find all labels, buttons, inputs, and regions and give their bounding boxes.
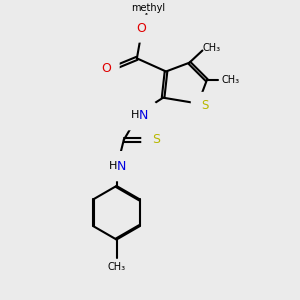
- Text: H: H: [109, 161, 117, 171]
- Text: CH₃: CH₃: [107, 262, 126, 272]
- FancyBboxPatch shape: [191, 92, 220, 120]
- Text: N: N: [117, 160, 126, 172]
- Text: CH₃: CH₃: [203, 43, 221, 52]
- Text: O: O: [136, 22, 146, 35]
- FancyBboxPatch shape: [92, 55, 120, 83]
- Text: O: O: [101, 62, 111, 75]
- Text: methyl: methyl: [131, 3, 166, 13]
- FancyBboxPatch shape: [141, 126, 170, 154]
- Text: S: S: [152, 134, 160, 146]
- Text: CH₃: CH₃: [221, 75, 239, 85]
- Text: H: H: [131, 110, 139, 120]
- FancyBboxPatch shape: [119, 100, 157, 130]
- Text: S: S: [202, 99, 209, 112]
- Text: N: N: [139, 109, 148, 122]
- FancyBboxPatch shape: [127, 15, 155, 43]
- FancyBboxPatch shape: [98, 151, 135, 181]
